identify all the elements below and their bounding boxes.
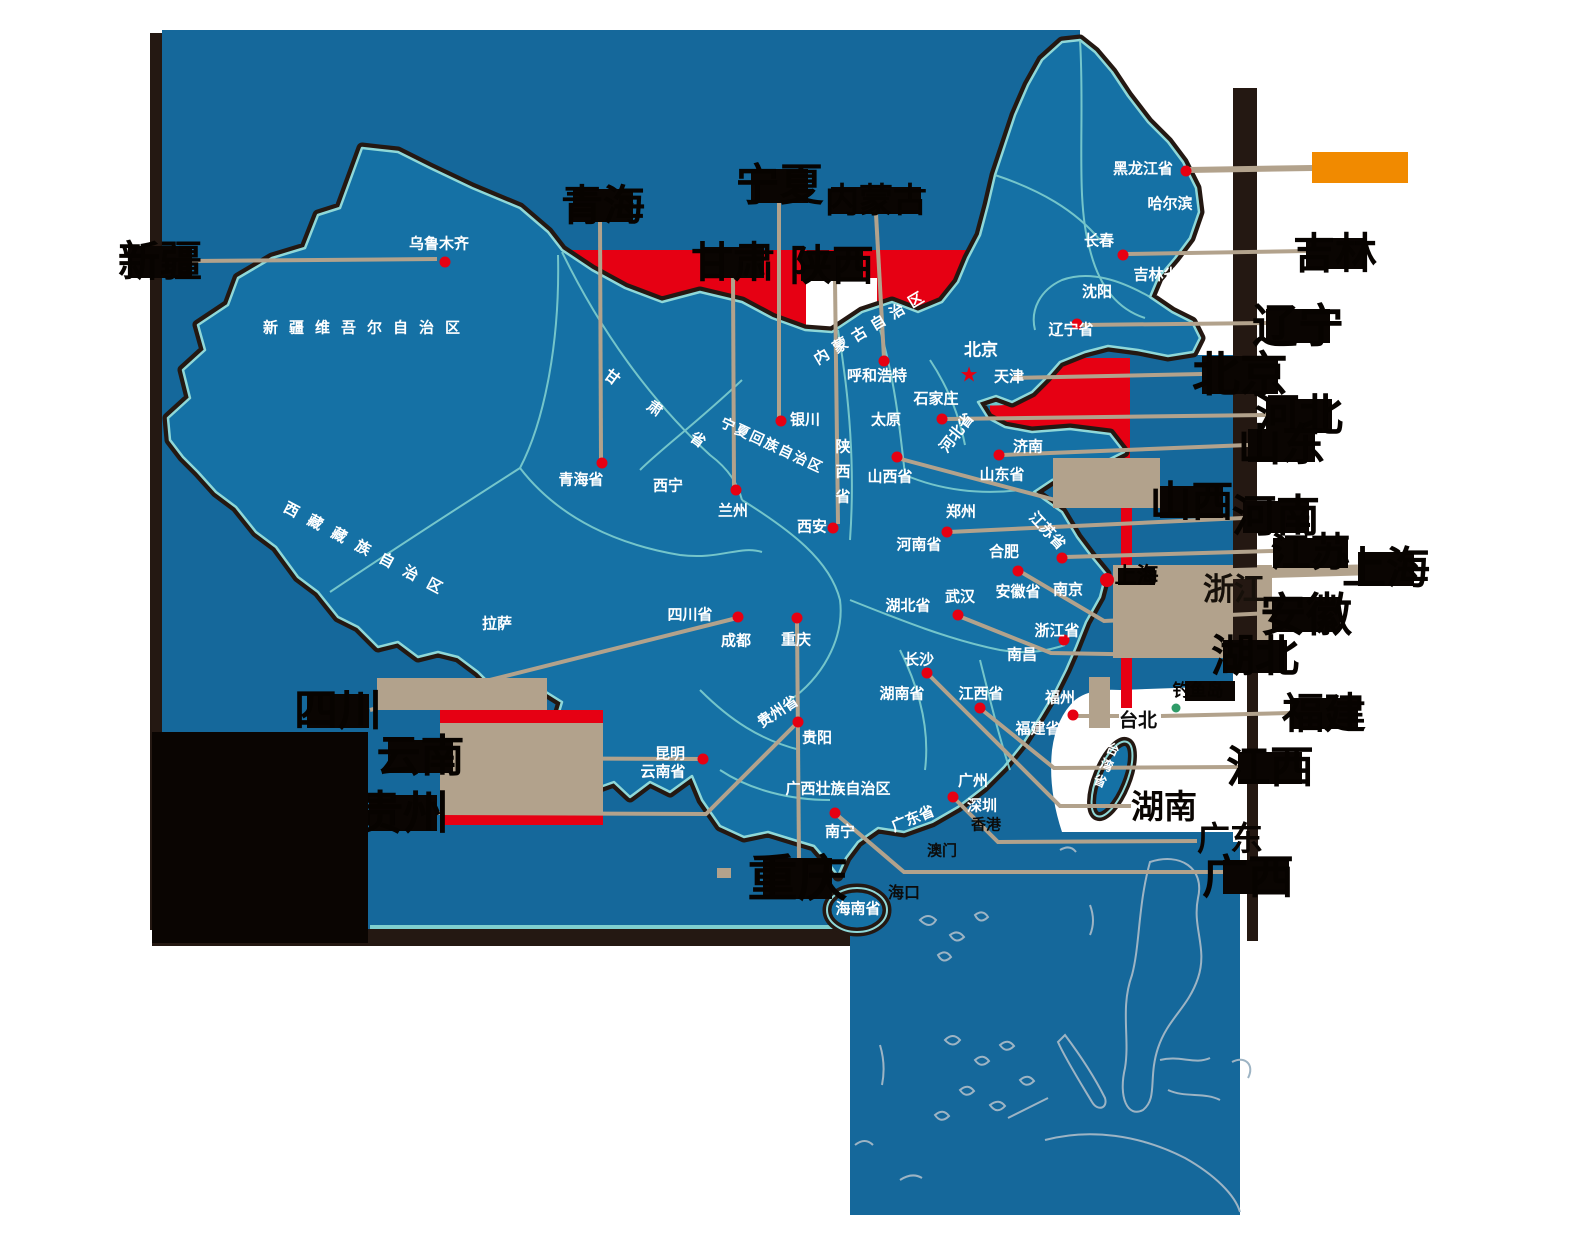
label-nanjing: 南京: [1052, 580, 1084, 599]
callout-liaoning[interactable]: 辽宁: [1252, 299, 1344, 353]
label-hunan-province: 湖南省: [879, 684, 925, 703]
label-heilongjiang-province: 黑龙江省: [1112, 159, 1174, 178]
callout-jilin[interactable]: 吉林: [1293, 228, 1378, 278]
label-jinan: 济南: [1012, 437, 1044, 456]
label-haerbin: 哈尔滨: [1147, 194, 1193, 213]
label-nanning: 南宁: [824, 822, 856, 841]
callout-shanghai[interactable]: 上海: [1342, 543, 1430, 594]
city-dots: [439, 165, 1192, 819]
label-qinghai-province: 青海省: [558, 470, 604, 489]
label-shaanxi-province: 陕西省: [833, 438, 852, 514]
black-panel: [152, 732, 368, 943]
callout-heilongjiang-orange[interactable]: [1312, 152, 1408, 183]
callout-shaanxi[interactable]: 陕西: [790, 241, 875, 290]
callout-hubei[interactable]: 湖北: [1211, 630, 1299, 682]
callout-guizhou[interactable]: 贵州: [357, 786, 449, 840]
label-liaoning-province: 辽宁省: [1048, 320, 1094, 339]
label-beijing: 北京: [964, 340, 998, 361]
label-fuzhou: 福州: [1044, 688, 1076, 707]
label-shijiazhuang: 石家庄: [913, 389, 959, 408]
label-taibei: 台北: [1118, 709, 1158, 732]
callout-shanxi[interactable]: 山西: [1149, 477, 1234, 526]
callout-anhui[interactable]: 安徽: [1260, 587, 1352, 642]
northeast-white-sea: [1080, 30, 1233, 355]
label-changchun: 长春: [1083, 231, 1115, 250]
callout-shandong[interactable]: 山东: [1237, 419, 1326, 471]
label-aomen: 澳门: [926, 841, 958, 860]
taiwan-island: [1087, 736, 1137, 822]
label-hunan-callout[interactable]: 湖南: [1131, 787, 1197, 826]
right-frame-strip-lower: [1247, 660, 1258, 941]
label-shandong-province: 山东省: [979, 465, 1025, 484]
callout-gansu[interactable]: 甘肃: [691, 237, 776, 287]
callout-ningxia[interactable]: 宁夏: [735, 160, 824, 211]
label-xining: 西宁: [652, 476, 684, 495]
label-zhengzhou: 郑州: [945, 502, 977, 521]
callout-neimenggu[interactable]: 内蒙古: [825, 180, 927, 221]
callout-jiangxi[interactable]: 江西: [1226, 742, 1314, 793]
label-zhejiang-province: 浙江省: [1034, 621, 1080, 640]
label-xinjiang-region: 新疆维吾尔自治区: [262, 318, 472, 337]
label-chengdu: 成都: [720, 631, 752, 650]
inner-mongolia-red-region: [562, 250, 1040, 332]
label-zhejiang-callout[interactable]: 浙江: [1203, 572, 1265, 608]
label-guangxi-region: 广西壮族自治区: [785, 779, 891, 798]
label-wulumuqi: 乌鲁木齐: [408, 234, 470, 253]
callout-yunnan[interactable]: 云南: [376, 730, 465, 782]
label-yinchuan: 银川: [789, 410, 821, 429]
callout-sichuan[interactable]: 四川: [294, 685, 382, 736]
label-hainan-province: 海南省: [835, 899, 881, 918]
label-yunnan-province: 云南省: [640, 762, 686, 781]
label-wuhan: 武汉: [944, 587, 976, 606]
label-sichuan-province: 四川省: [667, 605, 713, 624]
callout-shanghai-map[interactable]: 上海: [1114, 563, 1159, 589]
label-xian: 西安: [796, 517, 828, 536]
callout-fujian[interactable]: 福建: [1282, 688, 1367, 738]
province-boundaries: [329, 39, 1151, 801]
inset-cyan-line: [370, 925, 838, 930]
hainan-island: [822, 883, 892, 937]
label-shenyang: 沈阳: [1081, 282, 1113, 301]
label-kunming: 昆明: [654, 744, 686, 763]
label-nanchang: 南昌: [1006, 645, 1038, 664]
label-lasa: 拉萨: [481, 614, 513, 633]
label-changsha: 长沙: [903, 650, 935, 669]
callout-guangxi[interactable]: 广西: [1202, 850, 1294, 904]
label-huhehaote: 呼和浩特: [846, 366, 908, 385]
label-shenzhen: 深圳: [966, 796, 998, 815]
label-henan-province: 河南省: [896, 535, 942, 554]
label-taiyuan: 太原: [870, 410, 902, 429]
label-xianggang: 香港: [970, 815, 1002, 834]
callout-beijing[interactable]: 北京: [1192, 347, 1289, 403]
label-guiyang: 贵阳: [801, 728, 833, 747]
callout-diaoyudao[interactable]: 钓鱼岛: [1173, 681, 1235, 701]
coastal-red-band-lower: [1121, 500, 1132, 565]
callout-jiangsu[interactable]: 江苏: [1270, 530, 1351, 576]
label-guangdong-callout[interactable]: 广东: [1197, 819, 1263, 858]
diaoyu-green-dot: [1171, 703, 1181, 713]
sea-island-outlines: [854, 846, 1252, 1213]
callout-qinghai[interactable]: 青海: [561, 180, 646, 230]
label-guangzhou: 广州: [957, 771, 989, 790]
label-tianjin: 天津: [993, 367, 1025, 386]
label-hubei-province: 湖北省: [885, 596, 931, 615]
label-shanxi-province: 山西省: [867, 467, 913, 486]
label-lanzhou: 兰州: [717, 501, 749, 520]
beijing-star-icon: ★: [959, 362, 979, 387]
label-chongqing-city: 重庆: [780, 630, 812, 649]
shanghai-dot: [1100, 573, 1114, 587]
label-jilin-province: 吉林省: [1133, 265, 1179, 284]
label-haikou: 海口: [887, 883, 921, 902]
label-fujian-province: 福建省: [1015, 719, 1061, 738]
label-hefei: 合肥: [988, 542, 1020, 561]
callout-chongqing[interactable]: 重庆: [747, 849, 848, 908]
label-anhui-province: 安徽省: [995, 582, 1041, 601]
callout-henan[interactable]: 河南: [1232, 491, 1320, 542]
callout-xinjiang[interactable]: 新疆: [118, 237, 203, 286]
label-jiangxi-province: 江西省: [958, 684, 1004, 703]
